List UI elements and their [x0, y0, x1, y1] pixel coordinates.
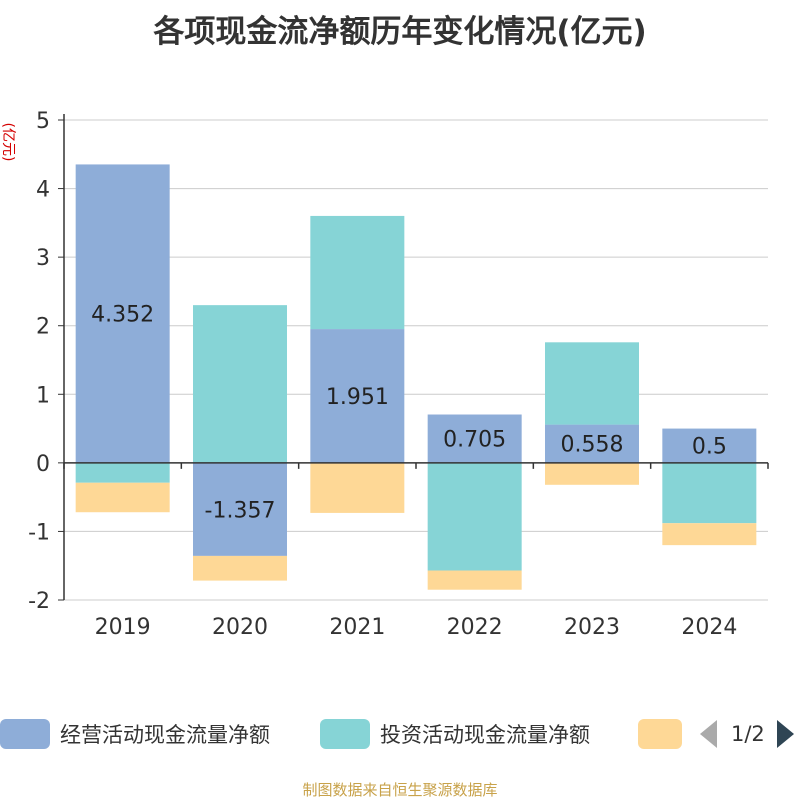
data-labels: 4.352 -1.357 1.951 0.705 0.558 0.5: [91, 303, 727, 524]
bar-2021-series-2[interactable]: [310, 462, 405, 513]
bar-2024-series-1[interactable]: [662, 462, 757, 524]
data-source-footer: 制图数据来自恒生聚源数据库: [302, 781, 498, 799]
y-tick-label: 4: [36, 178, 50, 203]
bar-2020-series-1[interactable]: [193, 305, 287, 463]
legend-pager: 1/2: [700, 716, 794, 752]
legend-swatch-operating: [0, 719, 50, 749]
bar-2020-series-0[interactable]: [193, 462, 287, 556]
x-tick-label: 2022: [447, 615, 503, 640]
y-tick-label: 1: [36, 383, 50, 408]
data-label-2023: 0.558: [561, 433, 624, 458]
legend: 经营活动现金流量净额 投资活动现金流量净额 1/2: [0, 716, 800, 752]
legend-swatch-financing: [638, 719, 682, 749]
legend-swatch-investing: [320, 719, 370, 749]
bar-2024-series-0[interactable]: [662, 428, 757, 463]
y-tick-label: 5: [36, 109, 50, 134]
data-label-2020: -1.357: [205, 498, 276, 523]
x-tick-label: 2021: [329, 615, 385, 640]
y-tick-label: 3: [36, 246, 50, 271]
pager-next-icon[interactable]: [776, 720, 794, 748]
data-label-2024: 0.5: [692, 435, 727, 460]
y-tick-label: -2: [28, 589, 50, 614]
bar-2020-series-2[interactable]: [193, 555, 287, 581]
bar-2019-series-1[interactable]: [75, 462, 170, 483]
axes: -2 -1 0 1 2 3 4 5 2019 2020 2021 2022 2023 2024: [28, 109, 769, 640]
pager-prev-icon[interactable]: [700, 720, 717, 748]
legend-item-financing[interactable]: [638, 716, 692, 752]
x-tick-label: 2020: [212, 615, 268, 640]
chart-title: 各项现金流净额历年变化情况(亿元): [153, 14, 647, 50]
bar-2023-series-1[interactable]: [545, 342, 639, 425]
legend-label-operating: 经营活动现金流量净额: [60, 723, 270, 747]
data-label-2021: 1.951: [326, 385, 389, 410]
y-tick-label: -1: [28, 520, 50, 545]
bar-2021-series-0[interactable]: [310, 329, 405, 463]
bar-2019-series-0[interactable]: [75, 164, 170, 463]
y-tick-label: 0: [36, 452, 50, 477]
bar-2024-series-2[interactable]: [662, 523, 757, 546]
data-label-2019: 4.352: [91, 303, 154, 328]
x-tick-label: 2019: [95, 615, 151, 640]
bar-2019-series-2[interactable]: [75, 482, 170, 513]
bar-2021-series-1[interactable]: [310, 215, 405, 330]
y-tick-label: 2: [36, 315, 50, 340]
legend-label-investing: 投资活动现金流量净额: [380, 723, 590, 747]
x-tick-label: 2024: [681, 615, 737, 640]
x-tick-label: 2023: [564, 615, 620, 640]
bar-2022-series-0[interactable]: [427, 414, 522, 463]
bars: [75, 164, 757, 590]
bar-2022-series-1[interactable]: [427, 462, 522, 571]
bar-2023-series-0[interactable]: [545, 424, 639, 463]
pager-indicator: 1/2: [731, 722, 765, 746]
legend-item-investing[interactable]: 投资活动现金流量净额: [320, 716, 590, 752]
data-label-2022: 0.705: [443, 428, 506, 453]
bar-2022-series-2[interactable]: [427, 570, 522, 590]
bar-2023-series-2[interactable]: [545, 462, 639, 485]
legend-item-operating[interactable]: 经营活动现金流量净额: [0, 716, 270, 752]
